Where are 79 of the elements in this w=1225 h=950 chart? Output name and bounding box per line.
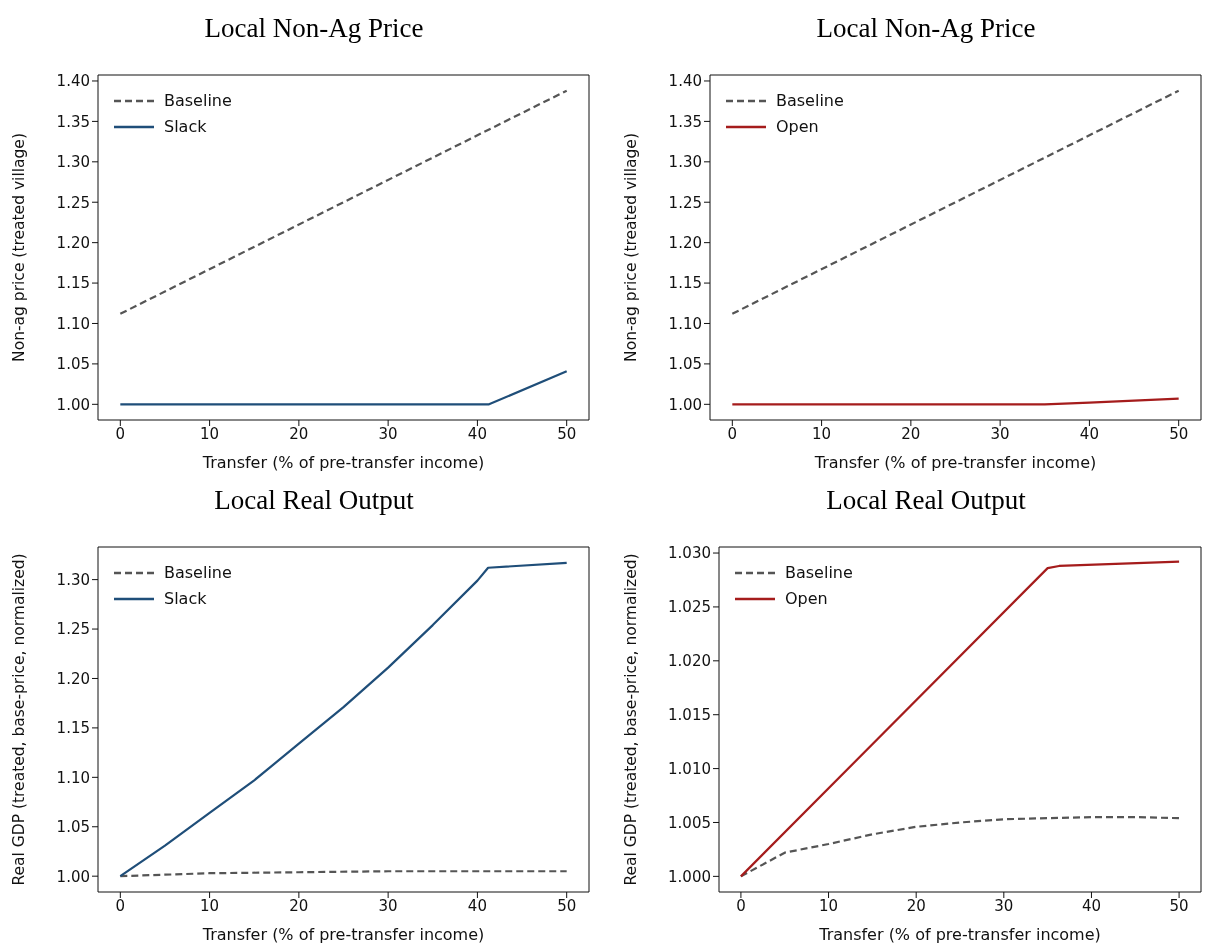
x-axis-title: Transfer (% of pre-transfer income) — [201, 453, 485, 472]
y-tick-label: 1.05 — [56, 355, 90, 374]
x-tick-label: 0 — [727, 424, 738, 443]
line-series — [739, 560, 1181, 878]
y-tick-label: 1.40 — [668, 72, 702, 91]
line-series — [739, 815, 1181, 878]
y-axis-title: Real GDP (treated, base-price, normalized) — [621, 553, 640, 886]
x-tick-label: 30 — [994, 896, 1014, 915]
y-tick-label: 1.35 — [56, 112, 90, 131]
y-tick-label: 1.15 — [668, 274, 702, 293]
legend-label: Baseline — [164, 90, 232, 112]
chart-title: Local Real Output — [825, 484, 1027, 517]
y-tick-label: 1.30 — [668, 153, 702, 172]
legend-label: Baseline — [785, 562, 853, 584]
x-tick-label: 20 — [289, 424, 309, 443]
x-tick-label: 0 — [736, 896, 746, 915]
y-tick-label: 1.20 — [56, 669, 90, 688]
y-tick-label: 1.015 — [668, 706, 711, 725]
legend-label: Baseline — [776, 90, 844, 112]
y-tick-label: 1.15 — [56, 274, 90, 293]
x-tick-label: 30 — [990, 424, 1010, 443]
y-tick-label: 1.025 — [668, 598, 711, 617]
y-axis-title: Non-ag price (treated village) — [9, 133, 28, 362]
legend-label: Slack — [164, 588, 207, 610]
legend-label: Open — [776, 116, 819, 138]
legend-label: Baseline — [164, 562, 232, 584]
chart-title: Local Non-Ag Price — [203, 12, 425, 45]
x-tick-label: 10 — [200, 424, 220, 443]
x-tick-label: 20 — [906, 896, 926, 915]
y-tick-label: 1.10 — [668, 314, 702, 333]
x-tick-label: 10 — [819, 896, 839, 915]
chart-title: Local Real Output — [213, 484, 415, 517]
y-tick-label: 1.030 — [668, 544, 711, 563]
y-tick-label: 1.000 — [668, 867, 711, 886]
x-tick-label: 0 — [115, 896, 126, 915]
x-tick-label: 30 — [378, 424, 398, 443]
y-tick-label: 1.010 — [668, 759, 711, 778]
x-tick-label: 50 — [557, 424, 577, 443]
legend-label: Open — [785, 588, 828, 610]
x-axis-title: Transfer (% of pre-transfer income) — [201, 925, 485, 944]
x-tick-label: 10 — [812, 424, 832, 443]
y-tick-label: 1.25 — [56, 193, 90, 212]
x-tick-label: 30 — [378, 896, 398, 915]
y-tick-label: 1.05 — [668, 355, 702, 374]
x-tick-label: 40 — [1079, 424, 1099, 443]
y-tick-label: 1.25 — [668, 193, 702, 212]
y-tick-label: 1.020 — [668, 652, 711, 671]
line-series — [119, 561, 568, 878]
y-tick-label: 1.00 — [56, 867, 90, 886]
y-tick-label: 1.35 — [668, 112, 702, 131]
y-tick-label: 1.30 — [56, 570, 90, 589]
x-axis-title: Transfer (% of pre-transfer income) — [813, 453, 1097, 472]
y-axis-title: Non-ag price (treated village) — [621, 133, 640, 362]
y-tick-label: 1.05 — [56, 818, 90, 837]
x-tick-label: 40 — [467, 896, 487, 915]
y-tick-label: 1.30 — [56, 153, 90, 172]
legend-label: Slack — [164, 116, 207, 138]
x-tick-label: 50 — [1169, 424, 1189, 443]
x-tick-label: 50 — [557, 896, 577, 915]
x-tick-label: 10 — [200, 896, 220, 915]
x-axis-title: Transfer (% of pre-transfer income) — [818, 925, 1101, 944]
y-tick-label: 1.20 — [668, 233, 702, 252]
y-tick-label: 1.00 — [56, 395, 90, 414]
y-tick-label: 1.005 — [668, 813, 711, 832]
x-tick-label: 40 — [467, 424, 487, 443]
y-tick-label: 1.40 — [56, 72, 90, 91]
y-tick-label: 1.10 — [56, 314, 90, 333]
y-tick-label: 1.25 — [56, 620, 90, 639]
chart-title: Local Non-Ag Price — [815, 12, 1037, 45]
x-tick-label: 50 — [1169, 896, 1189, 915]
x-tick-label: 20 — [289, 896, 309, 915]
y-tick-label: 1.20 — [56, 233, 90, 252]
y-tick-label: 1.15 — [56, 719, 90, 738]
y-axis-title: Real GDP (treated, base-price, normalized) — [9, 553, 28, 886]
y-tick-label: 1.10 — [56, 768, 90, 787]
x-tick-label: 0 — [115, 424, 126, 443]
x-tick-label: 40 — [1081, 896, 1101, 915]
x-tick-label: 20 — [901, 424, 921, 443]
y-tick-label: 1.00 — [668, 395, 702, 414]
